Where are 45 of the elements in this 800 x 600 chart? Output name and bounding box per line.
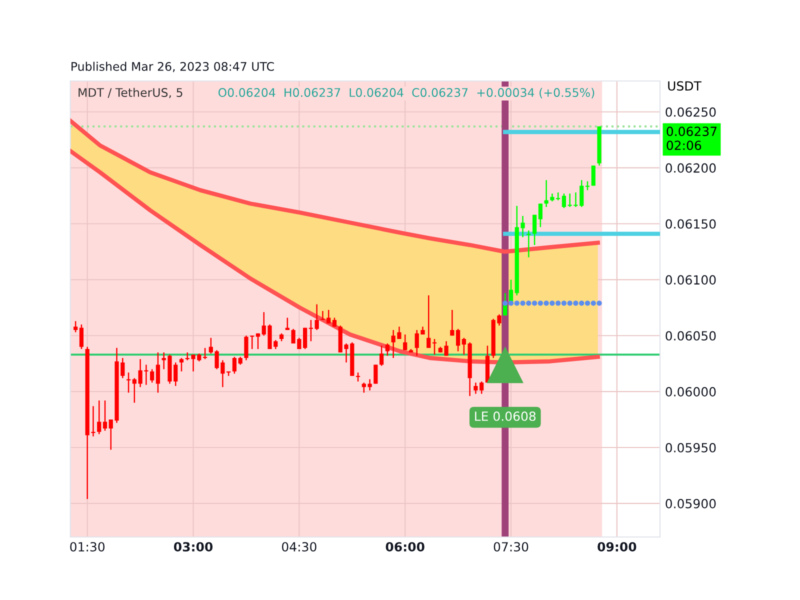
candlestick — [244, 335, 248, 361]
candlestick — [150, 368, 154, 384]
y-tick-label: 0.05950 — [666, 442, 716, 452]
x-tick-label: 07:30 — [494, 542, 528, 552]
candlestick — [426, 294, 431, 349]
candlestick — [232, 356, 237, 374]
candlestick — [591, 164, 596, 186]
candlestick — [562, 192, 566, 209]
y-tick-label: 0.05900 — [666, 498, 716, 508]
x-tick-label: 01:30 — [70, 542, 105, 552]
candlestick — [385, 342, 390, 356]
y-tick-label: 0.06250 — [666, 107, 716, 117]
x-tick-label: 06:00 — [386, 542, 424, 552]
text: Published Mar 26, 2023 08:47 UTC — [72, 62, 274, 72]
y-tick-label: 0.06000 — [666, 387, 716, 396]
text: O0.06204 H0.06237 L0.06204 C0.06237 +0.00034 (+0.55%) — [218, 88, 594, 98]
y-axis-title: USDT — [668, 81, 702, 91]
y-tick-label: 0.06050 — [666, 331, 716, 341]
candlestick — [74, 320, 78, 333]
y-tick-label: 0.06150 — [666, 219, 716, 229]
candlestick — [462, 337, 466, 356]
annotation: LE 0.0608 — [475, 411, 536, 421]
candlestick — [303, 327, 308, 350]
candlestick — [102, 400, 108, 432]
x-tick-label: 09:00 — [598, 542, 636, 552]
line-series — [70, 118, 600, 254]
candlestick — [97, 400, 102, 435]
candlestick — [403, 334, 408, 351]
candlestick — [538, 202, 542, 228]
candlestick — [450, 309, 454, 336]
y-tick-label: 0.06100 — [666, 275, 716, 285]
candlestick — [374, 364, 378, 384]
candlestick — [532, 214, 537, 246]
candlestick — [156, 352, 160, 394]
candlestick — [314, 304, 319, 331]
candlestick — [179, 357, 184, 372]
y-tick-label: 0.06200 — [666, 163, 716, 173]
candlestick — [456, 328, 460, 352]
x-tick-label: 04:30 — [282, 542, 316, 552]
candlestick — [380, 345, 384, 366]
text: 0.06237 — [666, 126, 717, 136]
x-tick-label: 03:00 — [174, 542, 213, 552]
candlestick — [79, 324, 84, 350]
text: 02:06 — [666, 140, 702, 150]
text: MDT / TetherUS, 5 — [78, 88, 182, 98]
